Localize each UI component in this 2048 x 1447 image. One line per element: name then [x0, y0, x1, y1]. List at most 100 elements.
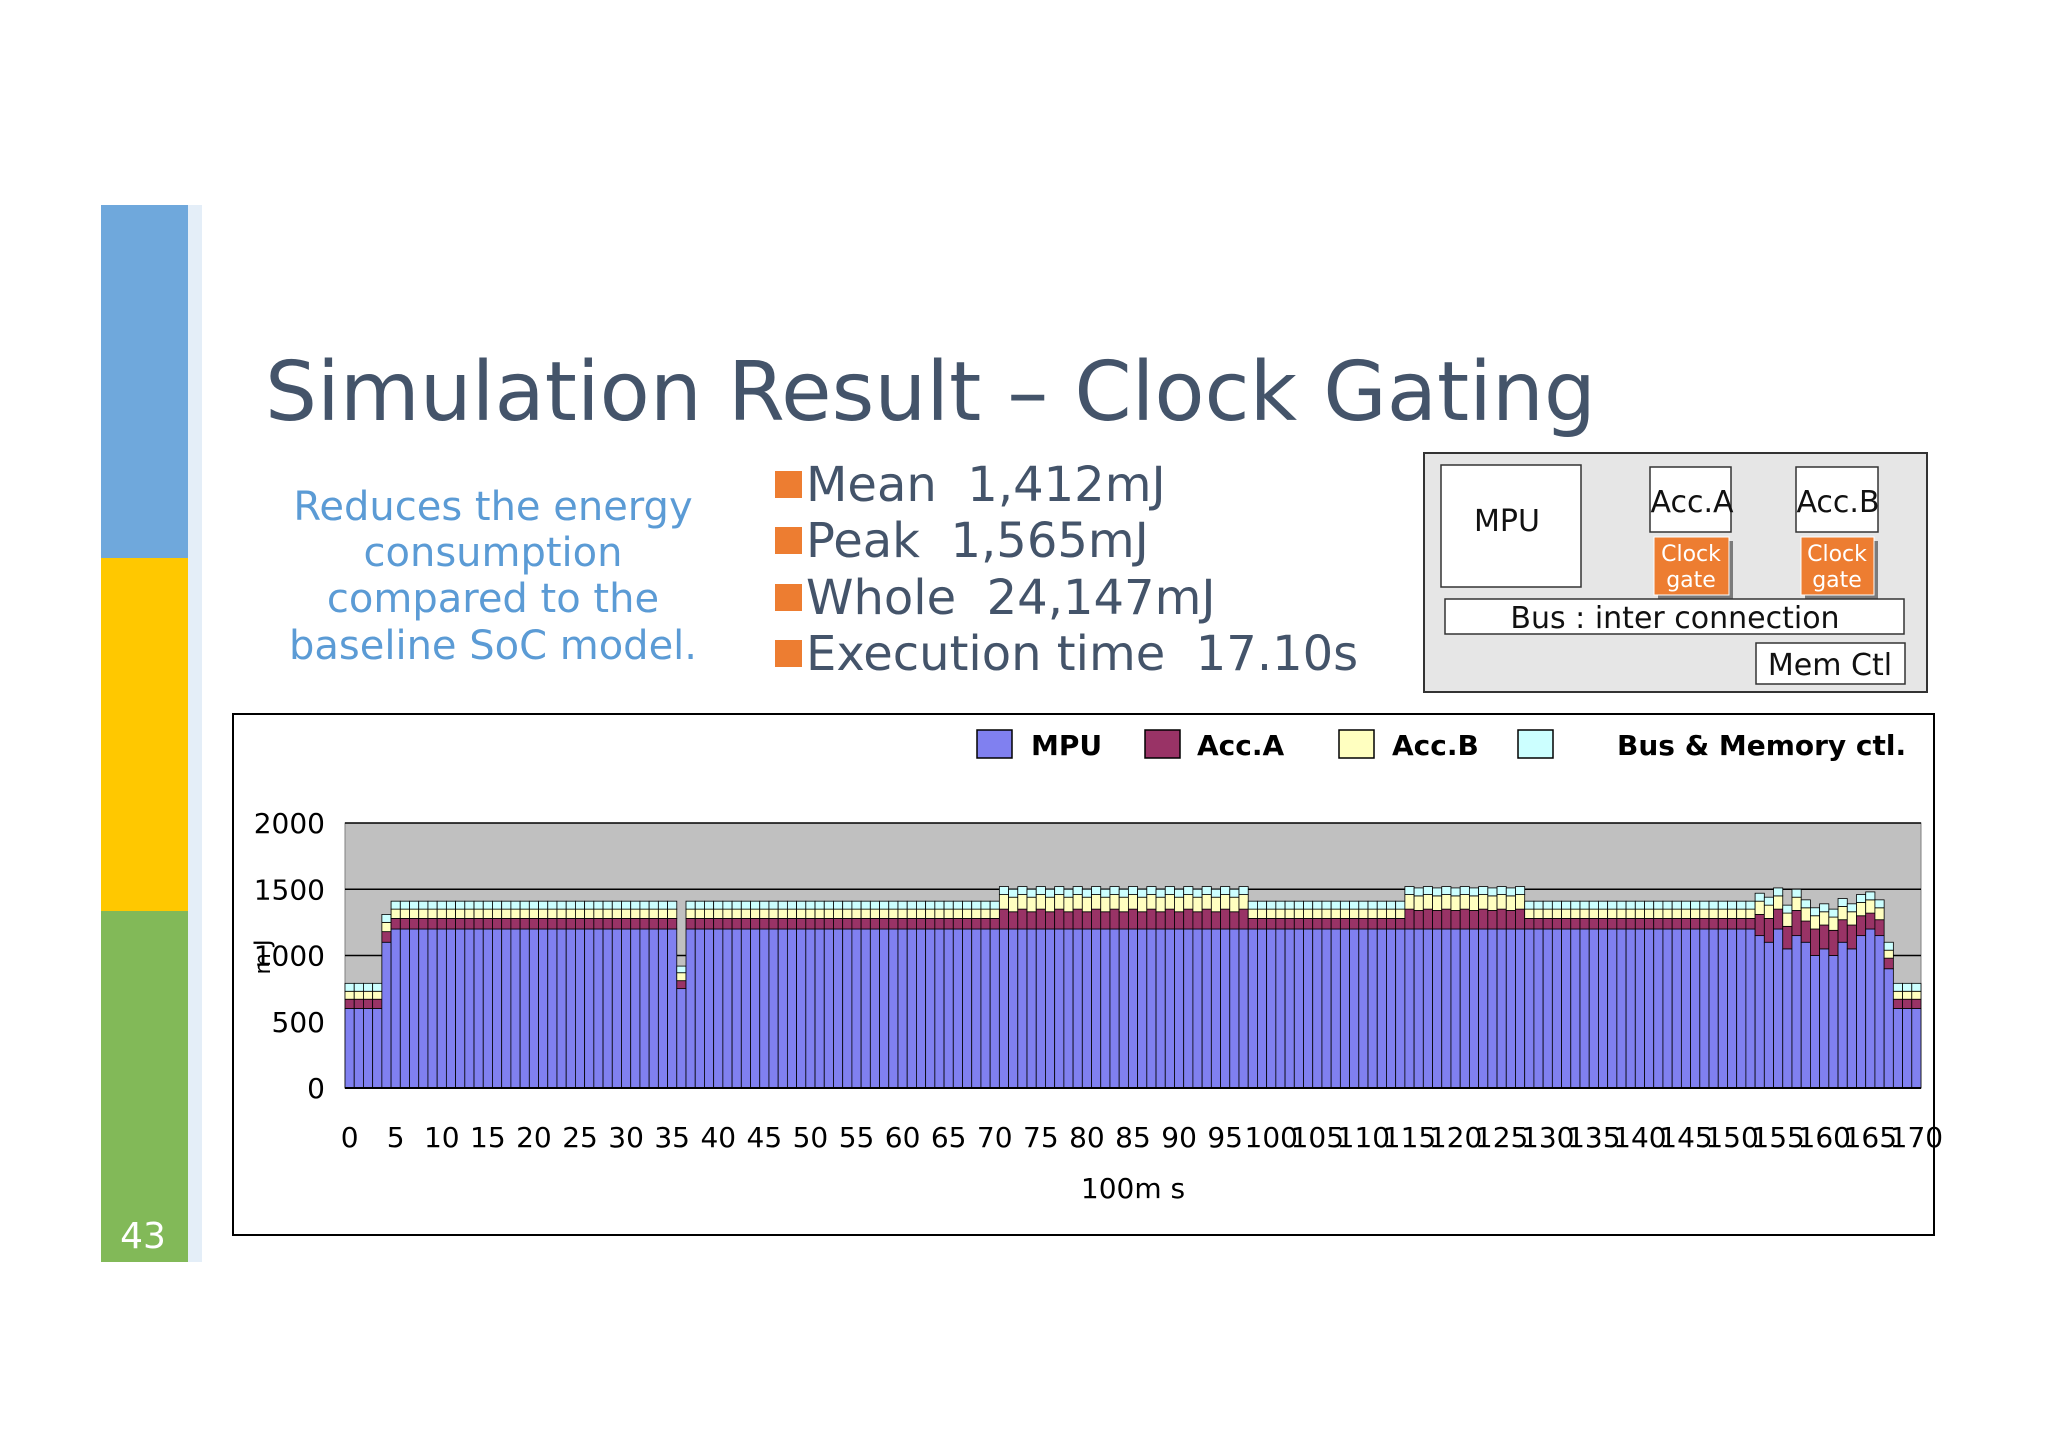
bar-segment — [473, 908, 484, 919]
bar-segment — [1754, 935, 1765, 1089]
bar-segment — [353, 990, 364, 1000]
bar-segment — [851, 928, 862, 1089]
bar-segment — [1524, 908, 1535, 919]
bar-segment — [390, 900, 401, 910]
bar-segment — [353, 1008, 364, 1089]
bar-segment — [1118, 888, 1129, 898]
bar-segment — [1422, 886, 1433, 895]
bar-segment — [445, 928, 456, 1089]
bar-segment — [704, 928, 715, 1089]
bar-segment — [1810, 907, 1821, 917]
bar-segment — [1846, 924, 1857, 950]
bar-segment — [1865, 891, 1876, 901]
bar-segment — [1828, 955, 1839, 1089]
bar-segment — [1754, 892, 1765, 902]
bar-segment — [1542, 918, 1553, 930]
x-tick-label: 155 — [1751, 1121, 1804, 1154]
bar-segment — [1210, 911, 1221, 930]
bar-segment — [1266, 918, 1277, 930]
bar-segment — [1634, 918, 1645, 930]
bar-segment — [704, 900, 715, 910]
bar-segment — [897, 908, 908, 919]
bar-segment — [1625, 908, 1636, 919]
bar-segment — [1570, 908, 1581, 919]
bar-segment — [925, 900, 936, 910]
bar-segment — [427, 918, 438, 930]
bar-segment — [1662, 908, 1673, 919]
bar-segment — [1312, 918, 1323, 930]
bar-segment — [667, 908, 678, 919]
bar-segment — [906, 900, 917, 910]
bar-segment — [796, 908, 807, 919]
acc-b-label: Acc.B — [1796, 485, 1879, 520]
bar-segment — [704, 908, 715, 919]
bar-segment — [962, 908, 973, 919]
bus-label: Bus : inter connection — [1510, 601, 1839, 636]
bar-segment — [1100, 888, 1111, 898]
bar-segment — [869, 908, 880, 919]
bar-segment — [916, 908, 927, 919]
bar-segment — [1422, 894, 1433, 910]
bar-segment — [639, 918, 650, 930]
bar-segment — [1109, 886, 1120, 895]
bar-segment — [445, 908, 456, 919]
bar-segment — [602, 900, 613, 910]
bar-segment — [630, 928, 641, 1089]
bar-segment — [547, 918, 558, 930]
bar-segment — [1192, 928, 1203, 1089]
bar-segment — [1247, 928, 1258, 1089]
bar-segment — [519, 908, 530, 919]
bar-segment — [879, 900, 890, 910]
x-axis-label: 100m s — [1081, 1172, 1185, 1205]
bar-segment — [1524, 900, 1535, 910]
bar-segment — [445, 918, 456, 930]
bar-segment — [971, 900, 982, 910]
bar-segment — [1892, 998, 1903, 1009]
bar-segment — [879, 918, 890, 930]
bus-box — [1444, 598, 1905, 635]
bar-segment — [1155, 911, 1166, 930]
bar-segment — [998, 908, 1009, 930]
mpu-box — [1440, 464, 1582, 588]
bar-segment — [1293, 900, 1304, 910]
bar-segment — [1100, 911, 1111, 930]
bar-segment — [547, 908, 558, 919]
bar-segment — [1441, 908, 1452, 930]
bar-segment — [1422, 928, 1433, 1089]
bar-segment — [1505, 887, 1516, 897]
bar-segment — [1238, 894, 1249, 910]
bar-segment — [538, 928, 549, 1089]
bar-segment — [998, 886, 1009, 895]
side-text-line: Reduces the energy — [293, 484, 692, 530]
bar-segment — [464, 900, 475, 910]
bar-segment — [694, 900, 705, 910]
bar-segment — [1865, 928, 1876, 1089]
bar-segment — [1551, 928, 1562, 1089]
bar-segment — [372, 982, 383, 992]
bar-segment — [713, 900, 724, 910]
bar-segment — [1754, 914, 1765, 937]
bar-segment — [455, 900, 466, 910]
bar-segment — [556, 928, 567, 1089]
bar-segment — [1081, 896, 1092, 913]
bar-segment — [1238, 908, 1249, 930]
bar-segment — [1478, 908, 1489, 930]
bar-segment — [750, 928, 761, 1089]
bar-segment — [1303, 908, 1314, 919]
bar-segment — [1763, 918, 1774, 943]
bar-segment — [1201, 894, 1212, 910]
bar-segment — [1072, 886, 1083, 895]
bar-segment — [796, 900, 807, 910]
bar-segment — [1782, 904, 1793, 914]
bar-segment — [657, 928, 668, 1089]
bar-segment — [399, 918, 410, 930]
bar-segment — [1487, 887, 1498, 897]
x-tick-label: 10 — [424, 1121, 460, 1154]
bar-segment — [1303, 928, 1314, 1089]
bar-segment — [823, 918, 834, 930]
bar-segment — [1109, 908, 1120, 930]
bar-segment — [722, 908, 733, 919]
bar-segment — [621, 918, 632, 930]
bar-segment — [916, 918, 927, 930]
bar-segment — [1883, 957, 1894, 970]
